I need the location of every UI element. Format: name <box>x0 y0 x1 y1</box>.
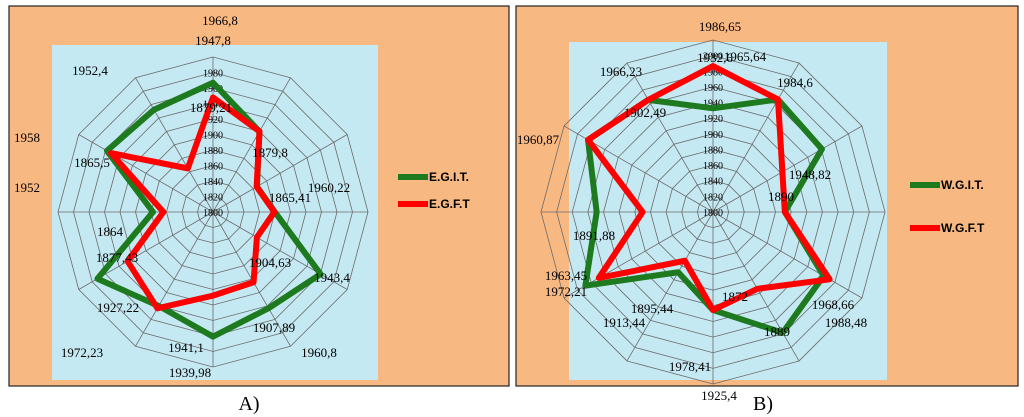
data-label: 1889 <box>764 324 790 339</box>
data-label: 1932,6 <box>697 50 733 65</box>
legend-label: E.G.I.T. <box>429 170 469 184</box>
data-label: 1925,4 <box>701 388 737 403</box>
axis-tick-label: 1800 <box>703 208 723 219</box>
axis-tick-label: 1880 <box>203 146 223 157</box>
data-label: 1960,8 <box>301 345 337 360</box>
data-label: 1907,89 <box>253 320 295 335</box>
data-label: 1952,4 <box>72 63 108 78</box>
data-label: 1986,65 <box>699 19 741 34</box>
panel-a-label: A) <box>238 393 259 415</box>
legend-label: W.G.I.T. <box>941 178 984 192</box>
legend-label: E.G.F.T <box>429 197 470 211</box>
grid-spoke <box>135 77 214 213</box>
panel-b: 1800 1820 1840 1860 1880 1900 1920 1940 1960 1980… <box>515 5 1019 415</box>
data-label: 1872 <box>722 289 748 304</box>
axis-tick-label: 1840 <box>703 177 723 188</box>
data-label: 1948,82 <box>789 167 831 182</box>
axis-tick-label: 1800 <box>203 208 223 219</box>
grid-spoke <box>212 77 291 213</box>
axis-tick-label: 1980 <box>203 69 223 80</box>
data-label: 1879,21 <box>190 100 232 115</box>
axis-tick-label: 1860 <box>203 162 223 173</box>
grid-spoke <box>78 134 214 213</box>
grid-spoke <box>135 211 214 347</box>
axis-tick-label: 1940 <box>703 99 723 110</box>
axis-tick-label: 1900 <box>703 130 723 141</box>
data-label: 1960,87 <box>517 132 560 147</box>
data-label: 1877,43 <box>96 250 138 265</box>
grid-spoke <box>212 211 348 290</box>
panel-a: 1800182018401860188019001920194019601980… <box>8 5 510 415</box>
series-red-line <box>107 94 278 312</box>
data-label: 1864 <box>97 224 124 239</box>
data-label: 1966,23 <box>600 64 642 79</box>
axis-tick-label: 1920 <box>203 115 223 126</box>
data-label: 1972,21 <box>545 284 587 299</box>
data-label: 1972,23 <box>61 345 103 360</box>
radar-chart-b: 1800 1820 1840 1860 1880 1900 1920 1940 1960 1980… <box>517 19 985 403</box>
data-label: 1978,41 <box>669 359 711 374</box>
grid-spoke <box>712 125 863 213</box>
data-label: 1968,66 <box>812 297 855 312</box>
data-label: 1891,88 <box>573 228 615 243</box>
data-label: 1879,8 <box>252 145 288 160</box>
data-label: 1913,44 <box>603 315 646 330</box>
data-label: 1865,5 <box>74 155 110 170</box>
axis-tick-label: 1980 <box>703 67 723 78</box>
data-label: 1865,41 <box>269 190 311 205</box>
panel-b-label: B) <box>753 393 773 415</box>
data-label: 1958 <box>14 130 40 145</box>
axis-tick-label: 1960 <box>203 84 223 95</box>
data-label: 1965,64 <box>724 49 767 64</box>
grid-spoke <box>626 211 714 362</box>
axis-tick-label: 1880 <box>703 145 723 156</box>
series-red-line <box>585 63 833 314</box>
data-label: 1890 <box>768 189 794 204</box>
data-label: 1984,6 <box>777 75 813 90</box>
data-label: 1988,48 <box>825 315 867 330</box>
radar-chart-a: 1800182018401860188019001920194019601980… <box>14 13 470 380</box>
grid-spoke <box>712 62 800 213</box>
data-label: 1947,8 <box>195 33 231 48</box>
axis-tick-label: 1820 <box>203 193 223 204</box>
axis-tick-label: 1900 <box>203 131 223 142</box>
grid-spoke <box>212 134 348 213</box>
axis-tick-label: 1840 <box>203 177 223 188</box>
legend-label: W.G.F.T <box>941 221 985 235</box>
data-label: 1939,98 <box>169 365 211 380</box>
data-label: 1952 <box>14 180 40 195</box>
data-label: 1963,45 <box>545 268 587 283</box>
data-label: 1960,22 <box>308 180 350 195</box>
axis-tick-label: 1860 <box>703 161 723 172</box>
axis-tick-label: 1920 <box>703 114 723 125</box>
grid-spoke <box>626 62 714 213</box>
data-label: 1941,1 <box>168 340 204 355</box>
data-label: 1904,63 <box>249 255 291 270</box>
data-label: 1895,44 <box>631 301 674 316</box>
axis-tick-label: 1960 <box>703 83 723 94</box>
grid-spoke <box>712 211 863 299</box>
data-label: 1966,8 <box>202 13 238 28</box>
data-label: 1943,4 <box>314 270 350 285</box>
axis-tick-label: 1820 <box>703 192 723 203</box>
data-label: 1902,49 <box>624 105 666 120</box>
axis-tick-label: 2000 <box>703 52 723 63</box>
data-label: 1927,22 <box>97 300 139 315</box>
